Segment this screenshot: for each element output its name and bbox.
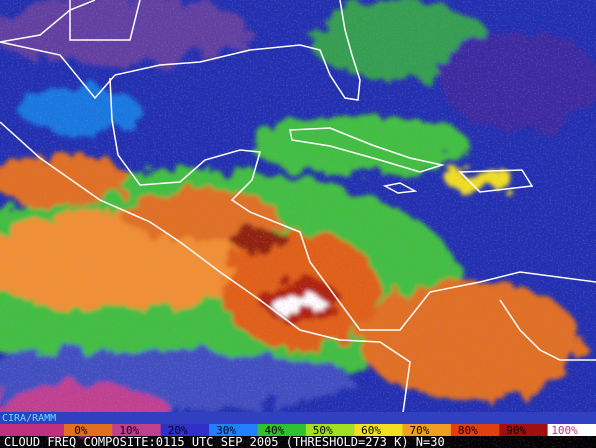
coastlines [0, 0, 596, 421]
legend-label: 0% [74, 424, 88, 437]
legend-label: 20% [168, 424, 188, 437]
legend-swatch [64, 424, 113, 436]
legend-label: 90% [506, 424, 526, 437]
legend-swatch [402, 424, 451, 436]
legend-label: 80% [458, 424, 478, 437]
legend-swatch [209, 424, 258, 436]
legend-label: 50% [313, 424, 333, 437]
caption: CLOUD FREQ COMPOSITE:0115 UTC SEP 2005 (… [4, 435, 445, 448]
credit: CIRA/RAMM [2, 413, 56, 424]
legend-swatch [257, 424, 306, 436]
legend-label: 40% [264, 424, 284, 437]
credit-band [0, 412, 596, 424]
legend-label: 30% [216, 424, 236, 437]
legend-swatch [450, 424, 500, 436]
legend-swatch [112, 424, 161, 436]
legend-label: 70% [410, 424, 430, 437]
legend: 0% 10% 20% 30% 40% 50% 60% 70% 80% 90% 100% [64, 424, 596, 437]
legend-label: 60% [361, 424, 381, 437]
legend-swatch [305, 424, 355, 436]
legend-label: 100% [551, 424, 578, 437]
legend-swatch [354, 424, 403, 436]
legend-swatch [499, 424, 548, 436]
noise-texture [0, 0, 596, 420]
legend-label: 10% [119, 424, 139, 437]
legend-swatch [160, 424, 210, 436]
legend-swatch [547, 424, 596, 436]
